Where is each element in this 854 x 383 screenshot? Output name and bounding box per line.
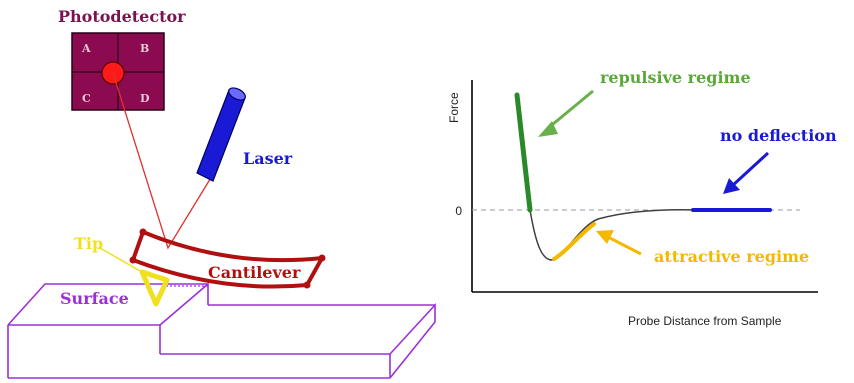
force-distance-graph: 0 Force Probe Distance from Sample repul… [447, 68, 837, 328]
sample-surface [7, 282, 436, 379]
cantilever-node [318, 254, 326, 262]
repulsive-regime-label: repulsive regime [600, 68, 751, 87]
quadrant-d-label: D [140, 92, 150, 105]
attractive-arrow [605, 234, 642, 256]
attractive-arrowhead [596, 230, 614, 244]
attractive-regime-label: attractive regime [654, 247, 809, 266]
surface-label: Surface [60, 289, 129, 308]
quadrant-b-label: B [140, 42, 149, 55]
cantilever-node [139, 228, 147, 236]
no-deflection-arrow [730, 151, 770, 188]
no-deflection-label: no deflection [720, 126, 837, 145]
repulsive-arrow [546, 89, 594, 131]
force-curve [516, 94, 770, 261]
probe-tip [139, 269, 170, 307]
zero-tick-label: 0 [455, 204, 462, 218]
tip-label: Tip [74, 234, 103, 253]
no-deflection-arrowhead [723, 178, 740, 194]
x-axis-label: Probe Distance from Sample [628, 314, 782, 328]
attractive-segment [552, 222, 596, 261]
cantilever-node [303, 281, 311, 289]
laser-body [196, 89, 246, 182]
cantilever-label: Cantilever [208, 263, 301, 282]
photodetector-label: Photodetector [58, 7, 186, 26]
quadrant-c-label: C [82, 92, 91, 105]
laser-aperture [228, 87, 246, 101]
cantilever-node [129, 256, 137, 264]
tip-pointer-line [99, 247, 143, 273]
repulsive-arrowhead [538, 121, 558, 137]
photodetector: A B C D [71, 32, 165, 111]
laser-label: Laser [243, 149, 293, 168]
laser-device [196, 87, 246, 182]
repulsive-segment [514, 92, 533, 213]
laser-beam [112, 72, 213, 250]
quadrant-a-label: A [81, 42, 91, 55]
y-axis-label: Force [447, 92, 461, 123]
